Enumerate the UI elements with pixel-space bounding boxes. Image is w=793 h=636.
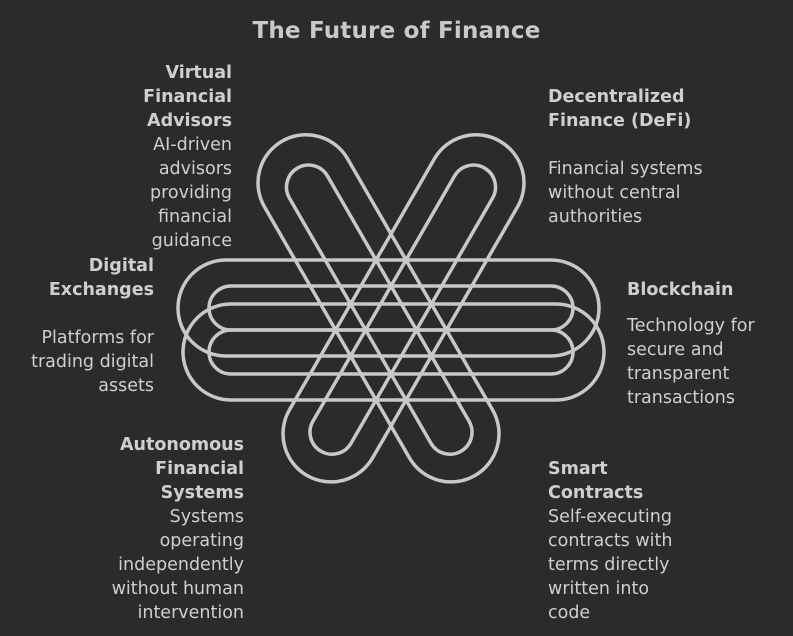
node-description: secure and: [627, 340, 724, 360]
node-description: providing: [149, 183, 232, 203]
node-description: trading digital: [31, 352, 154, 372]
node-description: Financial systems: [548, 159, 703, 179]
node-digital-exchanges: Digital Exchanges Platforms for trading …: [10, 254, 154, 398]
node-title: Blockchain: [627, 280, 734, 300]
node-description: assets: [98, 376, 154, 396]
node-description: code: [548, 603, 591, 623]
node-description: authorities: [548, 207, 643, 227]
node-title: Smart: [548, 459, 608, 479]
node-title: Exchanges: [48, 280, 154, 300]
node-decentralized-finance: Decentralized Finance (DeFi) Financial s…: [548, 85, 738, 229]
knot-loop-3: [176, 258, 601, 358]
node-title: Financial: [155, 459, 244, 479]
node-description: terms directly: [548, 555, 670, 575]
diagram-title: The Future of Finance: [252, 18, 541, 44]
node-smart-contracts: Smart Contracts Self-executing contracts…: [548, 457, 723, 625]
node-description: independently: [118, 555, 244, 575]
node-description: transparent: [627, 364, 730, 384]
knot-loop-1: [256, 133, 501, 484]
node-description: Technology for: [627, 316, 755, 336]
node-description: Systems: [169, 507, 244, 527]
node-title: Autonomous: [119, 435, 244, 455]
node-description: guidance: [151, 231, 232, 251]
node-title: Financial: [143, 87, 232, 107]
node-description: financial: [158, 207, 232, 227]
node-title: Finance (DeFi): [548, 111, 692, 131]
node-description: AI-driven: [153, 135, 232, 155]
node-title: Advisors: [147, 111, 232, 131]
node-description: without central: [548, 183, 681, 203]
node-title: Digital: [88, 256, 154, 276]
node-blockchain: Blockchain Technology for secure and tra…: [627, 278, 787, 410]
node-description: advisors: [158, 159, 232, 179]
node-description: transactions: [627, 388, 735, 408]
node-description: Platforms for: [41, 328, 154, 348]
node-description: written into: [548, 579, 650, 599]
node-title: Virtual: [165, 63, 233, 83]
node-virtual-financial-advisors: Virtual Financial Advisors AI-driven adv…: [120, 61, 232, 253]
knot-loop-4: [181, 302, 606, 402]
knot-loop-2: [281, 133, 526, 484]
node-description: intervention: [137, 603, 244, 623]
node-description: operating: [159, 531, 244, 551]
node-description: without human: [111, 579, 244, 599]
node-description: Self-executing: [548, 507, 672, 527]
node-title: Contracts: [548, 483, 644, 503]
node-title: Systems: [160, 483, 244, 503]
node-autonomous-financial-systems: Autonomous Financial Systems Systems ope…: [88, 433, 244, 625]
node-description: contracts with: [548, 531, 673, 551]
node-title: Decentralized: [548, 87, 685, 107]
